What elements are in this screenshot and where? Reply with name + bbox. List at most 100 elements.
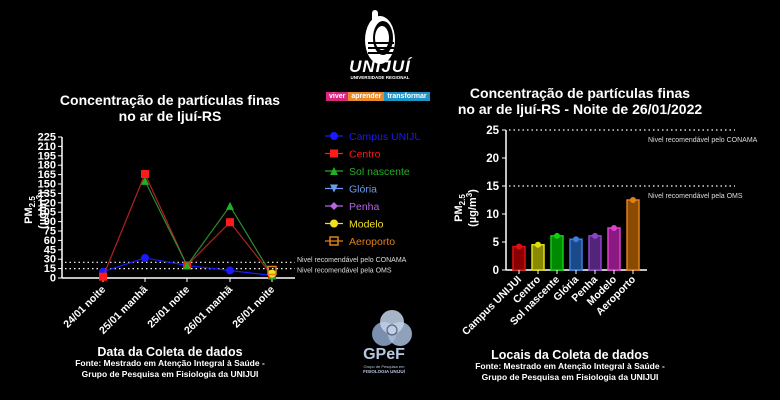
unijui-emblem-icon	[365, 10, 395, 64]
gpef-wordmark: GPeF	[363, 346, 405, 363]
y-tick-label: 195	[38, 150, 56, 162]
bar-point	[592, 232, 598, 239]
legend: Campus UNIJUI Centro Sol nascente Glória Pen…	[325, 131, 420, 248]
tag-aprender: aprender	[348, 92, 385, 101]
y-tick-label: 120	[38, 197, 56, 209]
unijui-logo	[330, 8, 430, 88]
bar-chart-title-line1: Concentração de partículas finas	[469, 85, 691, 101]
legend-label: Sol nascente	[349, 166, 410, 178]
legend-marker	[330, 167, 338, 175]
series-sol-nascente	[141, 176, 276, 280]
data-point	[99, 272, 107, 281]
bar	[626, 199, 640, 271]
legend-label: Penha	[349, 201, 380, 213]
legend-label: Centro	[349, 149, 381, 161]
line-chart-title-line1: Concentração de partículas finas	[59, 92, 281, 108]
bar-point	[535, 241, 541, 248]
legend-marker	[330, 202, 338, 210]
bar	[588, 235, 602, 271]
bar	[531, 244, 545, 271]
data-point	[226, 266, 234, 275]
legend-label: Campus UNIJUI	[349, 131, 420, 143]
x-tick-label: Campus UNIJUI	[460, 274, 524, 338]
y-tick-label: 210	[38, 141, 56, 153]
y-tick-label: 10	[486, 209, 499, 221]
y-tick-label: 135	[38, 188, 56, 200]
y-tick-label: 75	[44, 226, 56, 238]
data-point	[141, 169, 149, 178]
bar-chart-title: Concentração de partículas finas no ar d…	[440, 85, 720, 117]
line-chart-title: Concentração de partículas finas no ar d…	[40, 92, 300, 124]
legend-marker	[330, 132, 338, 140]
y-tick-label: 20	[486, 153, 499, 165]
bar-chart-title-line2: no ar de Ijuí-RS - Noite de 26/01/2022	[457, 101, 703, 117]
series-line	[144, 180, 273, 276]
line-chart-title-line2: no ar de Ijuí-RS	[118, 108, 222, 124]
reference-line-label: Nivel recomendável pela OMS	[297, 268, 392, 275]
reference-line-label: Nivel recomendável pelo CONAMA	[648, 137, 758, 144]
data-point	[141, 253, 149, 262]
tag-transformar: transformar	[384, 92, 430, 101]
y-tick-label: 150	[38, 179, 56, 191]
tag-viver: viver	[326, 92, 349, 101]
series-modelo	[268, 269, 276, 278]
line-chart-source-line1: Fonte: Mestrado em Atenção Integral à Sa…	[75, 358, 265, 368]
y-tick-label: 165	[38, 169, 56, 181]
y-tick-label: 30	[44, 254, 56, 266]
bar-point	[554, 232, 560, 239]
y-tick-label: 105	[38, 207, 56, 219]
bar-point	[611, 225, 617, 231]
y-tick-label: 180	[38, 160, 56, 172]
bar-point	[573, 236, 579, 243]
data-point	[183, 261, 191, 270]
legend-marker	[330, 219, 338, 228]
bar-chart-source-line2: Grupo de Pesquisa em Fisiologia da UNIJU…	[481, 372, 659, 382]
gpef-subtitle-2: FISIOLOGIA UNIJUÍ	[363, 369, 405, 374]
gpef-emblem-icon	[372, 310, 412, 346]
y-tick-label: 5	[493, 237, 500, 249]
bar-point	[516, 243, 522, 250]
unijui-wordmark: UNIJUÍ	[349, 57, 411, 76]
y-tick-label: 15	[486, 181, 499, 193]
data-point	[268, 269, 276, 278]
data-point	[226, 218, 234, 227]
y-tick-label: 225	[38, 132, 56, 144]
y-tick-label: 0	[493, 265, 499, 277]
reference-line-label: Nivel recomendável pela OMS	[648, 193, 743, 200]
gpef-logo: GPeF Grupo de Pesquisa em FISIOLOGIA UNI…	[352, 310, 432, 385]
data-point	[226, 201, 234, 210]
series-line	[102, 172, 273, 277]
line-chart: 0153045607590105120135150165180195210225…	[23, 131, 420, 337]
data-point	[267, 265, 277, 276]
bar	[512, 245, 526, 271]
bar-chart-source-line1: Fonte: Mestrado em Atenção Integral à Sa…	[475, 361, 665, 371]
series-aeroporto	[267, 265, 277, 276]
x-tick-label: 26/01 noite	[230, 284, 277, 331]
unijui-tagline: viver aprender transformar	[326, 92, 430, 101]
y-tick-label: 60	[44, 235, 56, 247]
bar-point	[630, 197, 636, 203]
unijui-subtitle: UNIVERSIDADE REGIONAL	[350, 75, 410, 80]
legend-marker	[330, 149, 338, 158]
line-chart-source-line2: Grupo de Pesquisa em Fisiologia da UNIJU…	[81, 369, 259, 379]
y-tick-label: 45	[44, 244, 56, 256]
legend-label: Glória	[349, 184, 377, 196]
y-tick-label: 15	[44, 263, 56, 275]
y-axis-label-2: (µg/m3)	[35, 191, 49, 229]
y-tick-label: 25	[486, 125, 499, 137]
legend-label: Aeroporto	[349, 236, 395, 248]
bar	[550, 235, 564, 271]
reference-line-label: Nivel recomendável pelo CONAMA	[297, 257, 407, 264]
bar-chart-xlabel: Locais da Coleta de dados	[491, 348, 649, 362]
bar	[607, 227, 621, 271]
bar	[569, 238, 583, 271]
legend-label: Modelo	[349, 219, 384, 231]
y-axis-label-2: (µg/m3)	[465, 189, 479, 227]
gpef-subtitle-1: Grupo de Pesquisa em	[363, 364, 405, 369]
y-tick-label: 0	[50, 273, 56, 285]
legend-marker	[329, 236, 339, 246]
line-chart-source: Fonte: Mestrado em Atenção Integral à Sa…	[60, 358, 280, 380]
y-tick-label: 90	[44, 216, 56, 228]
line-chart-xlabel: Data da Coleta de dados	[97, 345, 243, 359]
